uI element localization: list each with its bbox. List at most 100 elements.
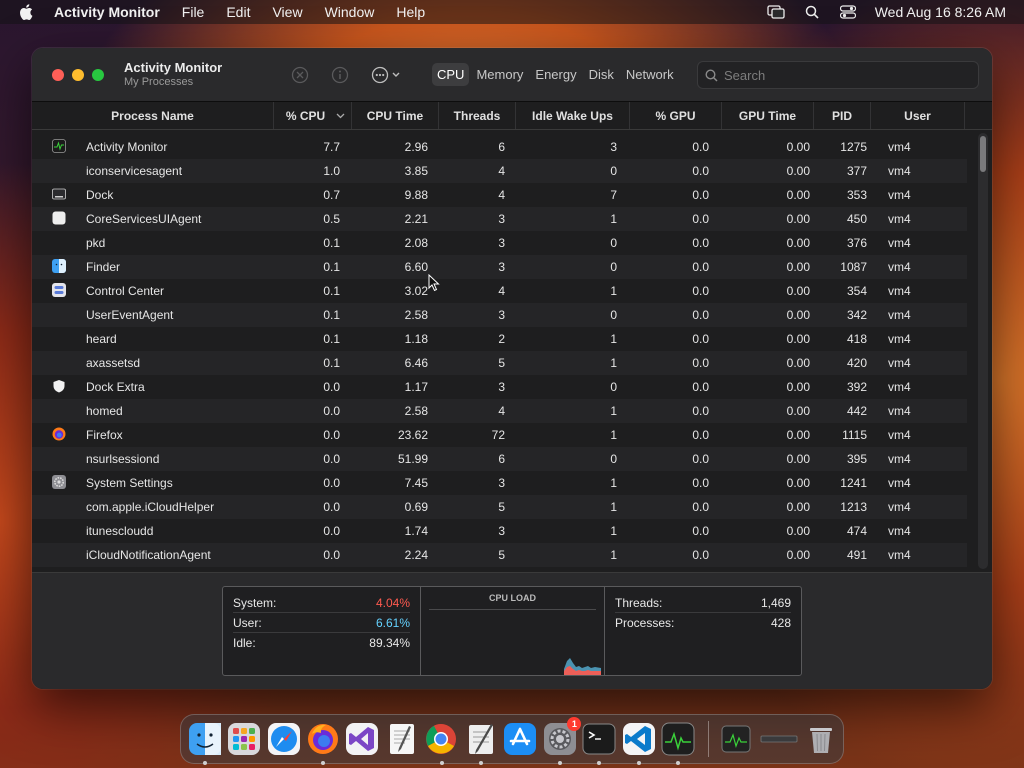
dock-visual-studio[interactable] [345,721,380,757]
column-cpu-time[interactable]: CPU Time [352,102,439,129]
dock-finder[interactable] [187,721,222,765]
threads: 3 [498,308,505,322]
more-actions-button[interactable] [370,65,406,85]
dock-script-editor[interactable] [463,721,498,765]
vertical-scrollbar[interactable] [978,133,988,569]
table-row[interactable]: com.apple.iCloudHelper 0.0 0.69 5 1 0.0 0.00 12… [32,495,967,519]
table-row[interactable]: axassetsd 0.1 6.46 5 1 0.0 0.00 420 vm4 [32,351,967,375]
threads: 3 [498,260,505,274]
dock-launchpad[interactable] [226,721,261,757]
cpu-percent: 0.0 [323,452,340,466]
info-button[interactable] [330,65,350,85]
cpu-percent: 0.0 [323,404,340,418]
firefox-icon [52,427,66,444]
gpu-percent: 0.0 [692,524,709,538]
process-name: System Settings [86,476,173,490]
table-row[interactable]: itunescloudd 0.0 1.74 3 1 0.0 0.00 474 vm4 [32,519,967,543]
control-center-icon [52,282,66,300]
apple-menu-icon[interactable] [0,4,52,20]
search-input[interactable] [724,67,954,83]
zoom-button[interactable] [92,68,104,81]
dock-terminal[interactable] [581,721,616,765]
column-threads[interactable]: Threads [439,102,516,129]
dock-trash[interactable] [803,721,838,757]
menu-file[interactable]: File [181,4,205,20]
gpu-time: 0.00 [786,140,810,154]
column-cpu-percent[interactable]: % CPU [274,102,352,129]
menu-app-name[interactable]: Activity Monitor [54,4,160,20]
tab-disk[interactable]: Disk [588,67,614,82]
column-gpu-percent[interactable]: % GPU [630,102,722,129]
activity-monitor-icon [52,138,66,156]
minimize-button[interactable] [72,68,84,81]
dock-textedit[interactable] [384,721,419,757]
dock-minimized-activity-monitor[interactable] [719,721,754,757]
process-name: heard [86,332,117,346]
table-row[interactable]: Dock 0.7 9.88 4 7 0.0 0.00 353 vm4 [32,183,967,207]
table-row[interactable]: iCloudNotificationAgent 0.0 2.24 5 1 0.0 0.00 4… [32,543,967,567]
tab-network[interactable]: Network [625,67,674,82]
threads: 6 [498,452,505,466]
column-user[interactable]: User [871,102,965,129]
user: vm4 [888,212,911,226]
dock-activity-monitor[interactable] [660,721,695,765]
table-row[interactable]: Control Center 0.1 3.02 4 1 0.0 0.00 354 vm4 [32,279,967,303]
menu-window[interactable]: Window [324,4,375,20]
table-row[interactable]: nsurlsessiond 0.0 51.99 6 0 0.0 0.00 395 vm4 [32,447,967,471]
idle-wake-ups: 0 [610,308,617,322]
table-row[interactable]: CoreServicesUIAgent 0.5 2.21 3 1 0.0 0.00 450 vm… [32,207,967,231]
idle-wake-ups: 0 [610,260,617,274]
dock-system-settings[interactable]: 1 [542,717,582,765]
table-row[interactable]: UserEventAgent 0.1 2.58 3 0 0.0 0.00 342 vm4 [32,303,967,327]
dock-app-store[interactable] [503,721,538,757]
table-row[interactable]: iconservicesagent 1.0 3.85 4 0 0.0 0.00 377 vm4 [32,159,967,183]
menu-edit[interactable]: Edit [226,4,251,20]
gpu-percent: 0.0 [692,356,709,370]
dock-firefox[interactable] [305,721,340,765]
table-row[interactable]: heard 0.1 1.18 2 1 0.0 0.00 418 vm4 [32,327,967,351]
dock-chrome[interactable] [424,721,459,765]
column-pid[interactable]: PID [814,102,871,129]
pid: 342 [846,308,867,322]
idle-wake-ups: 1 [610,356,617,370]
table-row[interactable]: Firefox 0.0 23.62 72 1 0.0 0.00 1115 vm4 [32,423,967,447]
menu-clock[interactable]: Wed Aug 16 8:26 AM [874,4,1006,20]
idle-wake-ups: 1 [610,404,617,418]
process-name: Control Center [86,284,165,298]
gpu-time: 0.00 [786,308,810,322]
menu-view[interactable]: View [272,4,303,20]
table-row[interactable]: Finder 0.1 6.60 3 0 0.0 0.00 1087 vm4 [32,255,967,279]
threads-value: 1,469 [760,595,791,610]
tab-energy[interactable]: Energy [535,67,577,82]
process-name: iconservicesagent [86,164,183,178]
column-process-name[interactable]: Process Name [32,102,274,129]
gpu-time: 0.00 [786,332,810,346]
dock-safari[interactable] [266,721,301,757]
tab-bar: CPU Memory Energy Disk Network [432,63,679,86]
control-center-icon[interactable] [839,5,857,19]
table-row[interactable]: Activity Monitor 7.7 2.96 6 3 0.0 0.00 1275 vm4 [32,135,967,159]
menu-help[interactable]: Help [396,4,426,20]
tab-cpu[interactable]: CPU [432,63,470,86]
script-editor-icon [468,724,493,754]
search-field[interactable] [697,61,979,89]
table-row[interactable]: homed 0.0 2.58 4 1 0.0 0.00 442 vm4 [32,399,967,423]
screen-mirroring-icon[interactable] [767,5,785,19]
dock-minimized-window[interactable] [758,721,799,757]
stop-process-button[interactable] [290,65,310,85]
spotlight-search-icon[interactable] [803,5,821,19]
scrollbar-thumb[interactable] [980,136,986,172]
user: vm4 [888,524,911,538]
tab-memory[interactable]: Memory [476,67,524,82]
close-button[interactable] [52,68,64,81]
column-gpu-time[interactable]: GPU Time [722,102,814,129]
window-subtitle[interactable]: My Processes [124,75,194,88]
process-icon-cell [32,183,86,207]
settings-icon [52,474,66,492]
table-row[interactable]: System Settings 0.0 7.45 3 1 0.0 0.00 1241 vm4 [32,471,967,495]
table-row[interactable]: Dock Extra 0.0 1.17 3 0 0.0 0.00 392 vm4 [32,375,967,399]
dock-vscode[interactable] [621,721,656,765]
gpu-time: 0.00 [786,524,810,538]
column-idle-wake-ups[interactable]: Idle Wake Ups [516,102,630,129]
table-row[interactable]: pkd 0.1 2.08 3 0 0.0 0.00 376 vm4 [32,231,967,255]
